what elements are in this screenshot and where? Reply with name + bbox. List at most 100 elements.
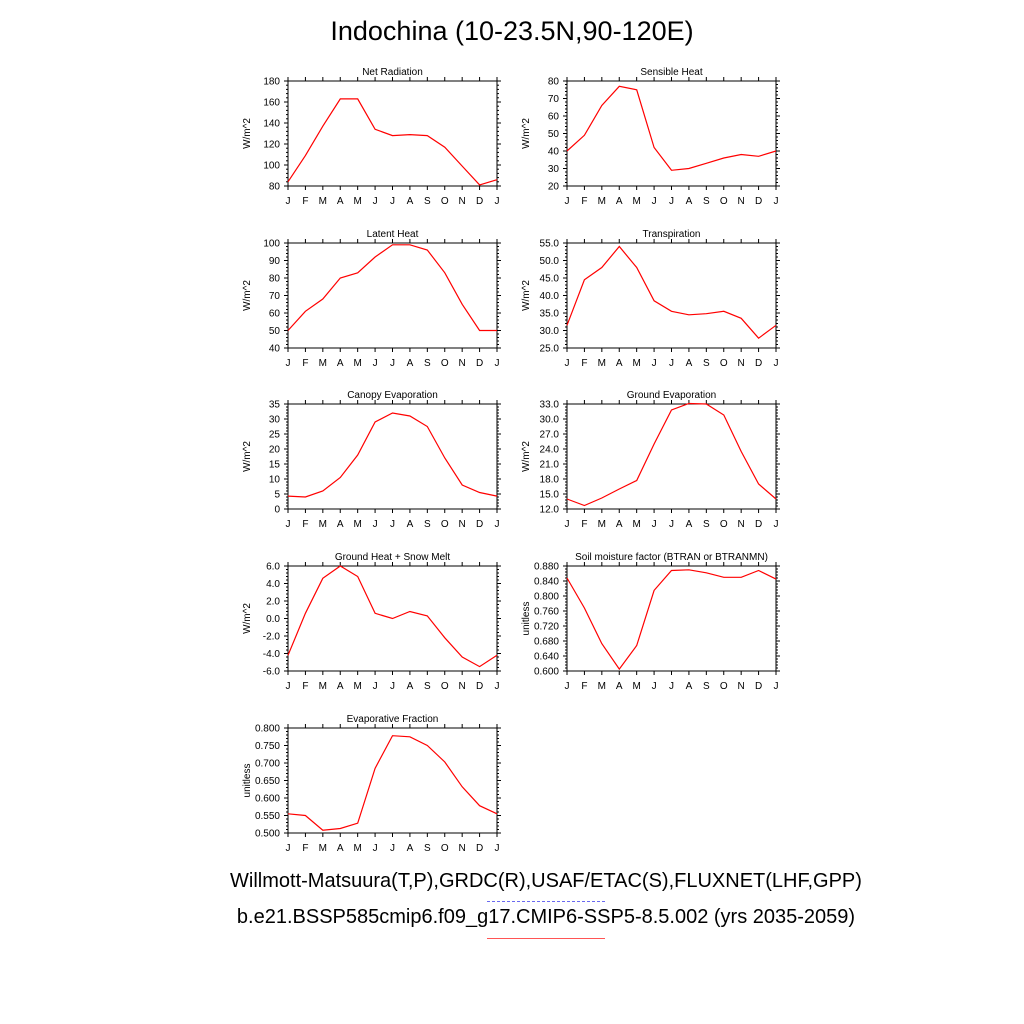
y-axis-label: W/m^2 [521,118,532,149]
x-tick-label: O [441,843,449,854]
x-tick-label: S [703,196,710,207]
x-tick-label: J [373,843,378,854]
y-tick-label: 24.0 [540,445,560,456]
x-tick-label: S [424,681,431,692]
y-tick-label: 70 [548,94,560,105]
y-tick-label: 100 [263,239,280,250]
y-tick-label: 21.0 [540,460,560,471]
x-tick-label: J [669,519,674,530]
y-tick-label: 25 [269,430,281,441]
x-tick-label: J [652,519,657,530]
x-tick-label: F [581,681,587,692]
data-line [287,565,498,668]
x-tick-label: D [476,843,483,854]
y-tick-label: 0.720 [534,622,559,633]
x-tick-label: S [424,519,431,530]
y-tick-label: 30 [269,415,281,426]
y-tick-label: 0.800 [255,724,280,735]
plot-frame [287,242,498,349]
y-tick-label: 80 [269,182,281,193]
model-run-caption: b.e21.BSSP585cmip6.f09_g17.CMIP6-SSP5-8.… [236,906,856,928]
x-tick-label: F [302,843,308,854]
x-tick-label: M [319,196,327,207]
y-tick-label: 10 [269,475,281,486]
chart-title: Evaporative Fraction [347,714,439,725]
x-tick-label: A [686,358,693,369]
y-tick-label: 27.0 [540,430,560,441]
x-tick-label: M [598,519,606,530]
y-axis-label: unitless [521,602,532,636]
chart-panel: Evaporative Fraction unitless 0.500 0.550 0.… [242,714,501,854]
x-tick-label: S [424,196,431,207]
x-tick-label: M [353,681,361,692]
y-tick-label: 0.800 [534,592,559,603]
y-tick-label: 120 [263,140,280,151]
x-tick-label: J [373,519,378,530]
data-line [287,244,497,332]
y-tick-label: 20 [548,182,560,193]
y-tick-label: 0.0 [266,614,280,625]
y-tick-label: 40 [548,147,560,158]
x-tick-label: S [703,681,710,692]
y-tick-label: 0.600 [255,794,280,805]
x-tick-label: N [459,358,466,369]
x-tick-label: D [755,196,762,207]
y-tick-label: -2.0 [263,632,281,643]
y-axis-label: W/m^2 [242,280,253,311]
data-line [566,402,777,507]
y-tick-label: 40.0 [540,291,560,302]
x-tick-label: O [720,519,728,530]
x-tick-label: J [774,681,779,692]
x-tick-label: J [652,196,657,207]
x-tick-label: J [565,358,570,369]
chart-title: Net Radiation [362,67,423,78]
x-tick-label: M [319,843,327,854]
y-tick-label: 160 [263,98,280,109]
x-tick-label: A [407,196,414,207]
x-tick-label: M [319,681,327,692]
x-tick-label: A [407,843,414,854]
x-tick-label: O [441,519,449,530]
x-tick-label: D [476,519,483,530]
x-tick-label: M [632,196,640,207]
y-tick-label: 25.0 [540,344,560,355]
x-tick-label: A [616,519,623,530]
x-tick-label: J [390,681,395,692]
y-axis-label: W/m^2 [242,603,253,634]
x-tick-label: M [632,519,640,530]
x-tick-label: M [319,519,327,530]
x-tick-label: J [373,358,378,369]
y-tick-label: 0.500 [255,829,280,840]
x-tick-label: J [495,843,500,854]
x-tick-label: F [302,358,308,369]
plot-frame [566,403,777,510]
chart-panel: Ground Evaporation W/m^2 12.0 15.0 18.0 21.0 2… [521,390,780,530]
x-tick-label: O [720,681,728,692]
plot-frame [566,242,777,349]
x-tick-label: J [565,519,570,530]
x-tick-label: M [632,358,640,369]
y-tick-label: 30 [548,164,560,175]
x-tick-label: J [286,358,291,369]
y-tick-label: 0.550 [255,811,280,822]
x-tick-label: J [390,519,395,530]
x-tick-label: N [738,358,745,369]
x-tick-label: J [669,358,674,369]
x-tick-label: A [407,358,414,369]
x-tick-label: J [565,681,570,692]
data-line [566,245,777,340]
y-tick-label: 0.750 [255,741,280,752]
y-tick-label: 0 [274,505,280,516]
observation-sources-caption: Willmott-Matsuura(T,P),GRDC(R),USAF/ETAC… [230,870,862,892]
y-tick-label: 0.700 [255,759,280,770]
y-axis-label: W/m^2 [242,118,253,149]
y-tick-label: 18.0 [540,475,560,486]
chart-title: Ground Heat + Snow Melt [335,552,451,563]
x-tick-label: J [390,843,395,854]
x-tick-label: J [390,196,395,207]
y-axis-label: unitless [242,764,253,798]
y-tick-label: 30.0 [540,415,560,426]
data-line [287,412,498,498]
y-tick-label: 6.0 [266,562,280,573]
